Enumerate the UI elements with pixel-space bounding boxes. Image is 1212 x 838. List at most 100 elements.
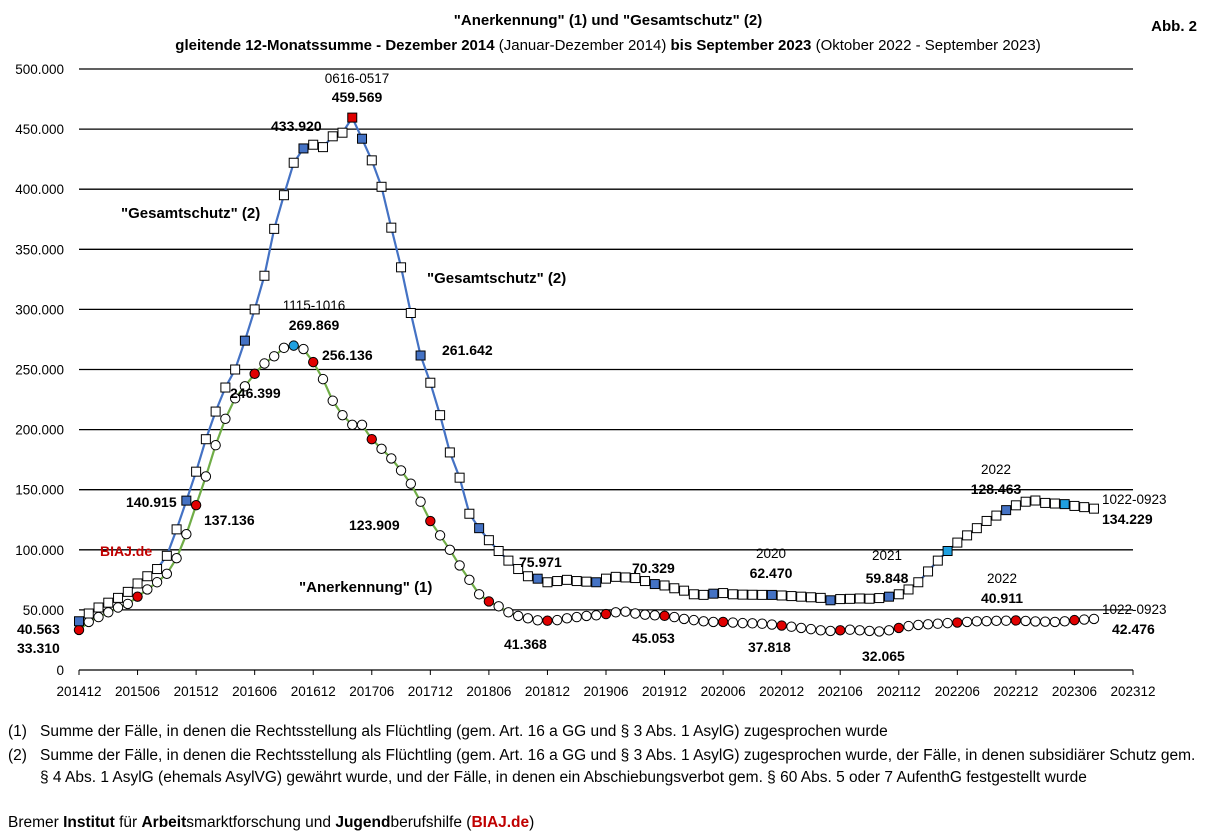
annotation-value: 40.911: [981, 590, 1023, 606]
data-point-total: [815, 592, 826, 603]
data-point-total: [923, 566, 934, 577]
x-tick-label: 201612: [291, 684, 336, 699]
y-tick-label: 300.000: [15, 302, 64, 317]
data-point-recognition: [83, 616, 94, 628]
data-point-total: [522, 571, 533, 582]
annotation-value: 123.909: [349, 517, 400, 533]
x-tick-label: 202306: [1052, 684, 1097, 699]
data-point-total: [718, 588, 729, 599]
data-point-recognition: [327, 395, 338, 406]
data-point-recognition: [434, 530, 446, 541]
data-point-recognition: [122, 598, 133, 610]
data-point-recognition: [268, 351, 280, 362]
data-point-total: [93, 602, 104, 613]
data-point-recognition: [532, 615, 543, 626]
data-point-recognition: [512, 610, 524, 622]
x-tick-label: 201706: [349, 684, 394, 699]
data-point-total: [317, 142, 328, 153]
y-tick-label: 500.000: [15, 62, 64, 77]
series-markers: [73, 112, 1100, 637]
data-point-total: [298, 143, 309, 154]
data-point-total: [366, 155, 377, 166]
data-point-recognition: [1030, 616, 1041, 627]
data-point-recognition: [659, 610, 670, 622]
data-point-recognition: [483, 596, 495, 607]
data-point-recognition: [600, 608, 612, 620]
data-point-total: [347, 112, 358, 123]
data-point-recognition: [854, 625, 865, 636]
data-point-total: [884, 591, 895, 602]
data-point-total: [210, 406, 221, 417]
line-chart: 0 50.000 100.000 150.000 200.000 250.000 300.0…: [15, 12, 1197, 699]
data-point-total: [454, 472, 465, 483]
footnote-number: (2): [8, 747, 27, 764]
source-text: Bremer: [8, 814, 64, 831]
data-point-total: [630, 573, 641, 584]
data-point-recognition: [874, 626, 885, 637]
data-point-total: [571, 576, 582, 587]
data-point-total: [942, 546, 953, 557]
data-point-recognition: [1059, 616, 1070, 627]
data-point-recognition: [112, 602, 124, 613]
data-point-total: [396, 262, 407, 273]
data-point-total: [103, 597, 114, 608]
x-tick-label: 202312: [1110, 684, 1155, 699]
data-point-recognition: [1010, 615, 1022, 626]
data-point-recognition: [991, 615, 1002, 627]
data-point-recognition: [522, 613, 534, 624]
annotation-value: 256.136: [322, 347, 373, 363]
x-tick-label: 201906: [583, 684, 628, 699]
data-point-recognition: [952, 617, 963, 628]
data-point-total: [971, 523, 982, 534]
data-point-recognition: [825, 625, 836, 637]
data-point-total: [1030, 495, 1041, 506]
data-point-recognition: [503, 607, 514, 618]
data-point-recognition: [678, 613, 690, 625]
data-point-recognition: [913, 619, 924, 631]
source-text: Institut: [63, 814, 115, 831]
data-point-total: [483, 535, 494, 546]
data-point-recognition: [405, 478, 417, 489]
data-point-recognition: [639, 609, 651, 620]
x-tick-label: 201712: [408, 684, 453, 699]
data-point-recognition: [805, 623, 817, 635]
data-point-recognition: [386, 453, 397, 464]
data-point-total: [688, 589, 699, 600]
annotation-value: 134.229: [1102, 511, 1153, 527]
data-point-recognition: [942, 617, 953, 629]
data-point-recognition: [591, 610, 602, 621]
data-point-recognition: [737, 617, 748, 629]
data-point-total: [1010, 500, 1021, 511]
data-point-recognition: [708, 616, 719, 628]
data-point-recognition: [444, 544, 456, 555]
data-point-total: [1020, 496, 1031, 507]
data-point-total: [239, 335, 250, 346]
data-point-recognition: [239, 381, 251, 392]
figure-label: Abb. 2: [1151, 18, 1197, 35]
annotation-value: 246.399: [230, 385, 281, 401]
data-point-total: [737, 589, 748, 600]
data-point-recognition: [454, 560, 465, 571]
annotation-value: 459.569: [332, 89, 383, 105]
data-point-recognition: [181, 528, 192, 540]
data-point-recognition: [630, 608, 641, 619]
data-point-total: [278, 190, 289, 201]
data-point-recognition: [795, 622, 807, 634]
data-point-total: [113, 592, 124, 603]
data-point-total: [327, 131, 338, 142]
x-tick-label: 202106: [818, 684, 863, 699]
data-point-total: [142, 571, 153, 582]
data-point-total: [357, 133, 368, 144]
annotation-label: 1022-0923: [1102, 492, 1167, 507]
annotation-value: 70.329: [632, 560, 675, 576]
data-point-recognition: [171, 553, 182, 564]
data-point-total: [337, 127, 348, 138]
data-point-total: [191, 466, 202, 477]
data-point-total: [171, 524, 182, 535]
annotation-value: 59.848: [866, 570, 909, 586]
data-point-total: [386, 222, 397, 233]
annotation-label: 2020: [756, 546, 786, 561]
data-point-total: [220, 382, 231, 393]
data-point-recognition: [815, 625, 826, 636]
x-axis-ticks: 201412 201506 201512 201606 201612 201706 2017…: [56, 670, 1156, 699]
